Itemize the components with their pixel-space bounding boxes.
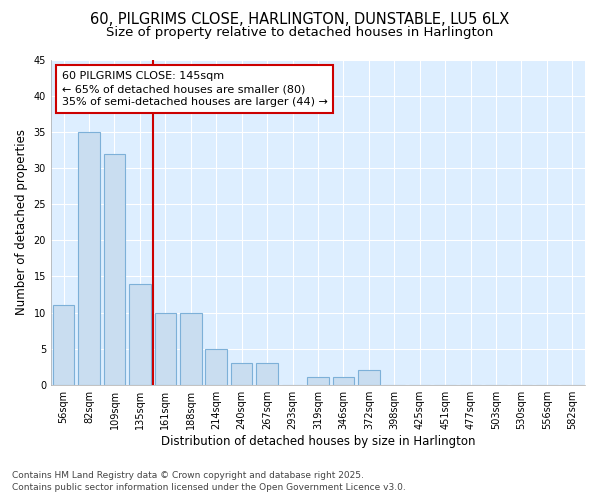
Bar <box>358 370 380 384</box>
Text: 60 PILGRIMS CLOSE: 145sqm
← 65% of detached houses are smaller (80)
35% of semi-: 60 PILGRIMS CLOSE: 145sqm ← 65% of detac… <box>62 71 328 107</box>
Bar <box>205 348 227 384</box>
Bar <box>332 378 354 384</box>
Text: Contains HM Land Registry data © Crown copyright and database right 2025.
Contai: Contains HM Land Registry data © Crown c… <box>12 471 406 492</box>
Text: 60, PILGRIMS CLOSE, HARLINGTON, DUNSTABLE, LU5 6LX: 60, PILGRIMS CLOSE, HARLINGTON, DUNSTABL… <box>91 12 509 28</box>
Bar <box>155 312 176 384</box>
Bar <box>129 284 151 384</box>
Bar <box>256 363 278 384</box>
X-axis label: Distribution of detached houses by size in Harlington: Distribution of detached houses by size … <box>161 434 475 448</box>
Bar <box>53 306 74 384</box>
Bar <box>104 154 125 384</box>
Y-axis label: Number of detached properties: Number of detached properties <box>15 130 28 316</box>
Bar <box>231 363 253 384</box>
Bar <box>180 312 202 384</box>
Text: Size of property relative to detached houses in Harlington: Size of property relative to detached ho… <box>106 26 494 39</box>
Bar <box>307 378 329 384</box>
Bar <box>78 132 100 384</box>
